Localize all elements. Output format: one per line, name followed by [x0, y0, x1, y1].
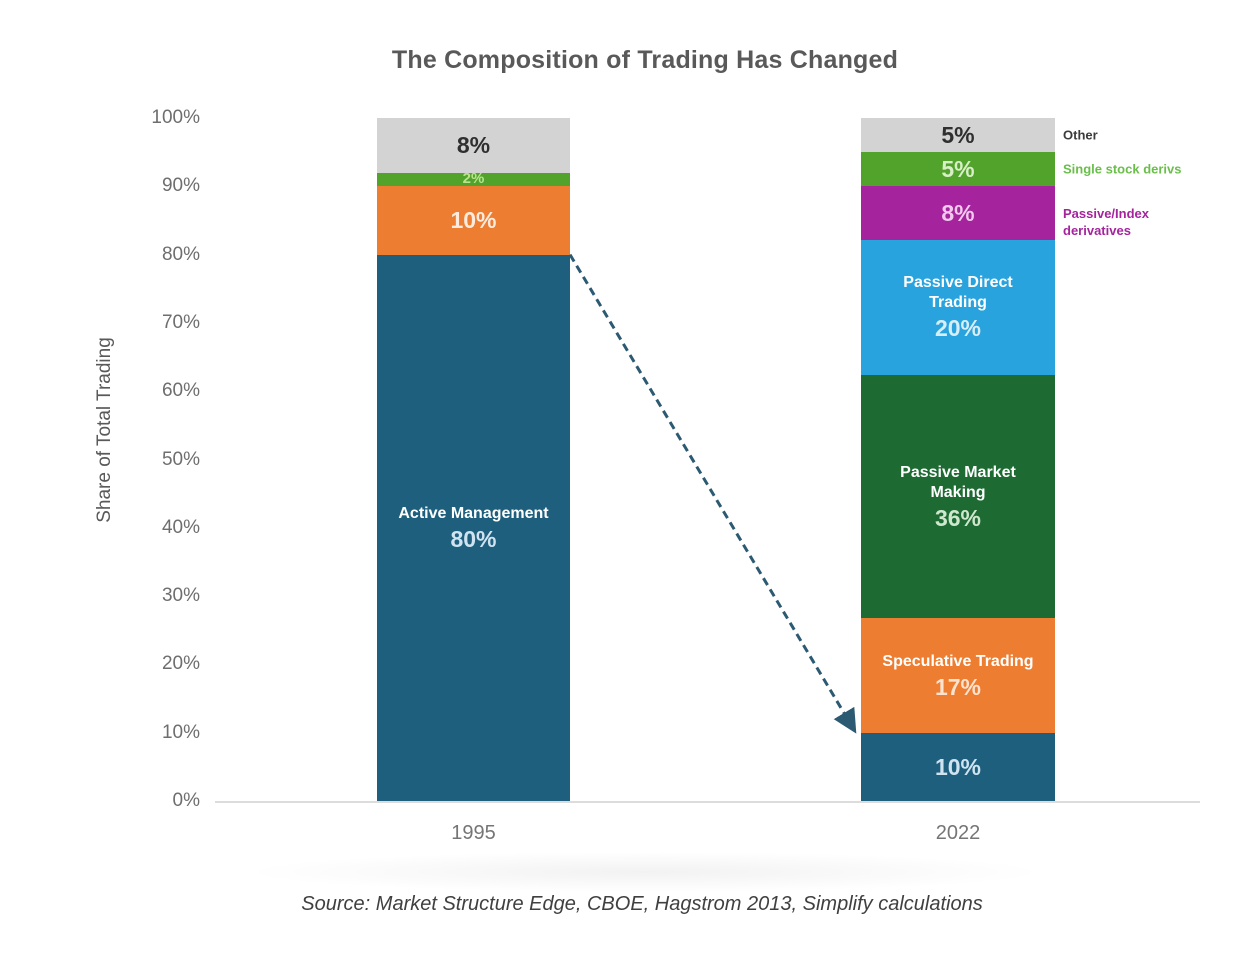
segment-name: Passive Market Making [900, 463, 1016, 501]
segment-value: 8% [941, 199, 975, 226]
bar-segment: Passive Market Making 36% [861, 374, 1055, 619]
soft-shadow [250, 852, 1040, 892]
bar-segment: 2% [377, 170, 570, 188]
segment-value: 2% [462, 170, 485, 188]
segment-value: 8% [456, 132, 491, 159]
y-axis-tick: 60% [161, 380, 200, 402]
x-axis-label: 1995 [451, 822, 496, 844]
segment-value: 20% [934, 315, 982, 342]
chart-title: The Composition of Trading Has Changed [391, 46, 899, 74]
segment-value: 5% [941, 121, 975, 148]
source-note: Source: Market Structure Edge, CBOE, Hag… [301, 893, 983, 915]
x-axis-line [215, 801, 1200, 803]
bar-segment: 5% [861, 118, 1055, 152]
bar-segment: Passive Direct Trading 20% [861, 239, 1055, 375]
legend-entry: Other [1063, 127, 1098, 143]
bar-2022: 5% 5% 8% Passive Direct Trading 20% Passive M… [861, 118, 1055, 802]
y-axis-tick: 30% [161, 585, 200, 607]
segment-value: 36% [934, 504, 982, 531]
segment-value: 10% [934, 754, 982, 781]
y-axis-tick: 50% [161, 448, 200, 470]
bar-segment: 10% [377, 186, 570, 255]
y-axis-title: Share of Total Trading [94, 337, 115, 523]
bar-segment: Speculative Trading 17% [861, 618, 1055, 734]
segment-value: 17% [934, 673, 982, 700]
legend-entry: Single stock derivs [1063, 161, 1182, 177]
segment-value: 10% [450, 207, 497, 234]
y-axis-tick: 80% [161, 243, 200, 265]
segment-name: Speculative Trading [882, 652, 1034, 670]
bar-segment: Active Management 80% [377, 254, 570, 801]
x-axis-label: 2022 [935, 822, 981, 844]
legend-entry: Passive/Index derivatives [1063, 205, 1149, 238]
y-axis-tick: 0% [172, 790, 200, 811]
segment-value: 80% [450, 525, 497, 552]
segment-name: Passive Direct Trading [903, 274, 1013, 312]
y-axis-tick: 70% [161, 311, 200, 333]
bar-segment: 8% [377, 118, 570, 173]
y-axis-tick: 40% [161, 516, 200, 538]
bar-segment: 10% [861, 733, 1055, 802]
y-axis-tick: 90% [161, 175, 200, 197]
y-axis-tick: 20% [161, 653, 200, 675]
bar-segment: 8% [861, 185, 1055, 240]
segment-name: Active Management [398, 504, 549, 522]
bar-segment: 5% [861, 151, 1055, 186]
segment-value: 5% [941, 155, 975, 182]
y-axis-tick: 100% [151, 107, 200, 128]
bar-1995: 8% 2% 10% Active Management 80% [377, 118, 570, 801]
y-axis-tick: 10% [161, 721, 200, 743]
